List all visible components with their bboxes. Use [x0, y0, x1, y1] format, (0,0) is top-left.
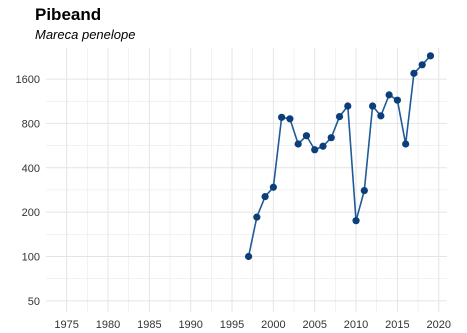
x-tick-label: 2005	[302, 319, 326, 331]
data-point	[377, 112, 385, 120]
data-point	[418, 61, 426, 69]
x-tick-label: 1980	[96, 319, 120, 331]
data-point	[253, 213, 261, 221]
data-point	[294, 140, 302, 148]
y-tick-label: 100	[22, 251, 40, 263]
y-tick-label: 800	[22, 118, 40, 130]
series-line	[247, 55, 432, 257]
data-point	[352, 217, 360, 225]
data-series	[244, 52, 435, 261]
chart-title: Pibeand	[35, 5, 102, 24]
x-tick-label: 1975	[54, 319, 78, 331]
y-tick-label: 50	[28, 296, 40, 308]
x-tick-label: 2020	[426, 319, 450, 331]
data-point	[286, 115, 294, 123]
data-point	[302, 132, 311, 140]
grid-lines	[46, 48, 447, 312]
data-point	[335, 113, 344, 121]
data-point	[261, 192, 269, 201]
y-tick-label: 1600	[16, 74, 40, 86]
axis-labels: 1975 1980 1985 1990 1995 2000 2005 2010 2015 2020…	[16, 74, 451, 331]
data-point	[393, 96, 401, 104]
data-point	[278, 113, 286, 121]
data-point	[269, 183, 277, 191]
x-tick-label: 1990	[178, 319, 202, 331]
data-point	[327, 134, 335, 142]
data-point	[402, 140, 410, 148]
y-tick-label: 200	[22, 207, 40, 219]
data-point	[410, 69, 418, 77]
data-point	[344, 102, 352, 110]
data-point	[385, 91, 393, 99]
data-point	[311, 146, 319, 154]
y-tick-label: 400	[22, 163, 40, 175]
chart-subtitle: Mareca penelope	[35, 27, 136, 42]
x-tick-label: 2015	[385, 319, 409, 331]
data-point	[426, 52, 435, 60]
x-tick-label: 1985	[137, 319, 161, 331]
x-tick-label: 2000	[261, 319, 285, 331]
data-point	[319, 142, 327, 150]
x-tick-label: 2010	[344, 319, 368, 331]
data-point	[360, 187, 368, 195]
data-point	[244, 252, 253, 261]
x-tick-label: 1995	[220, 319, 244, 331]
data-point	[368, 102, 377, 110]
